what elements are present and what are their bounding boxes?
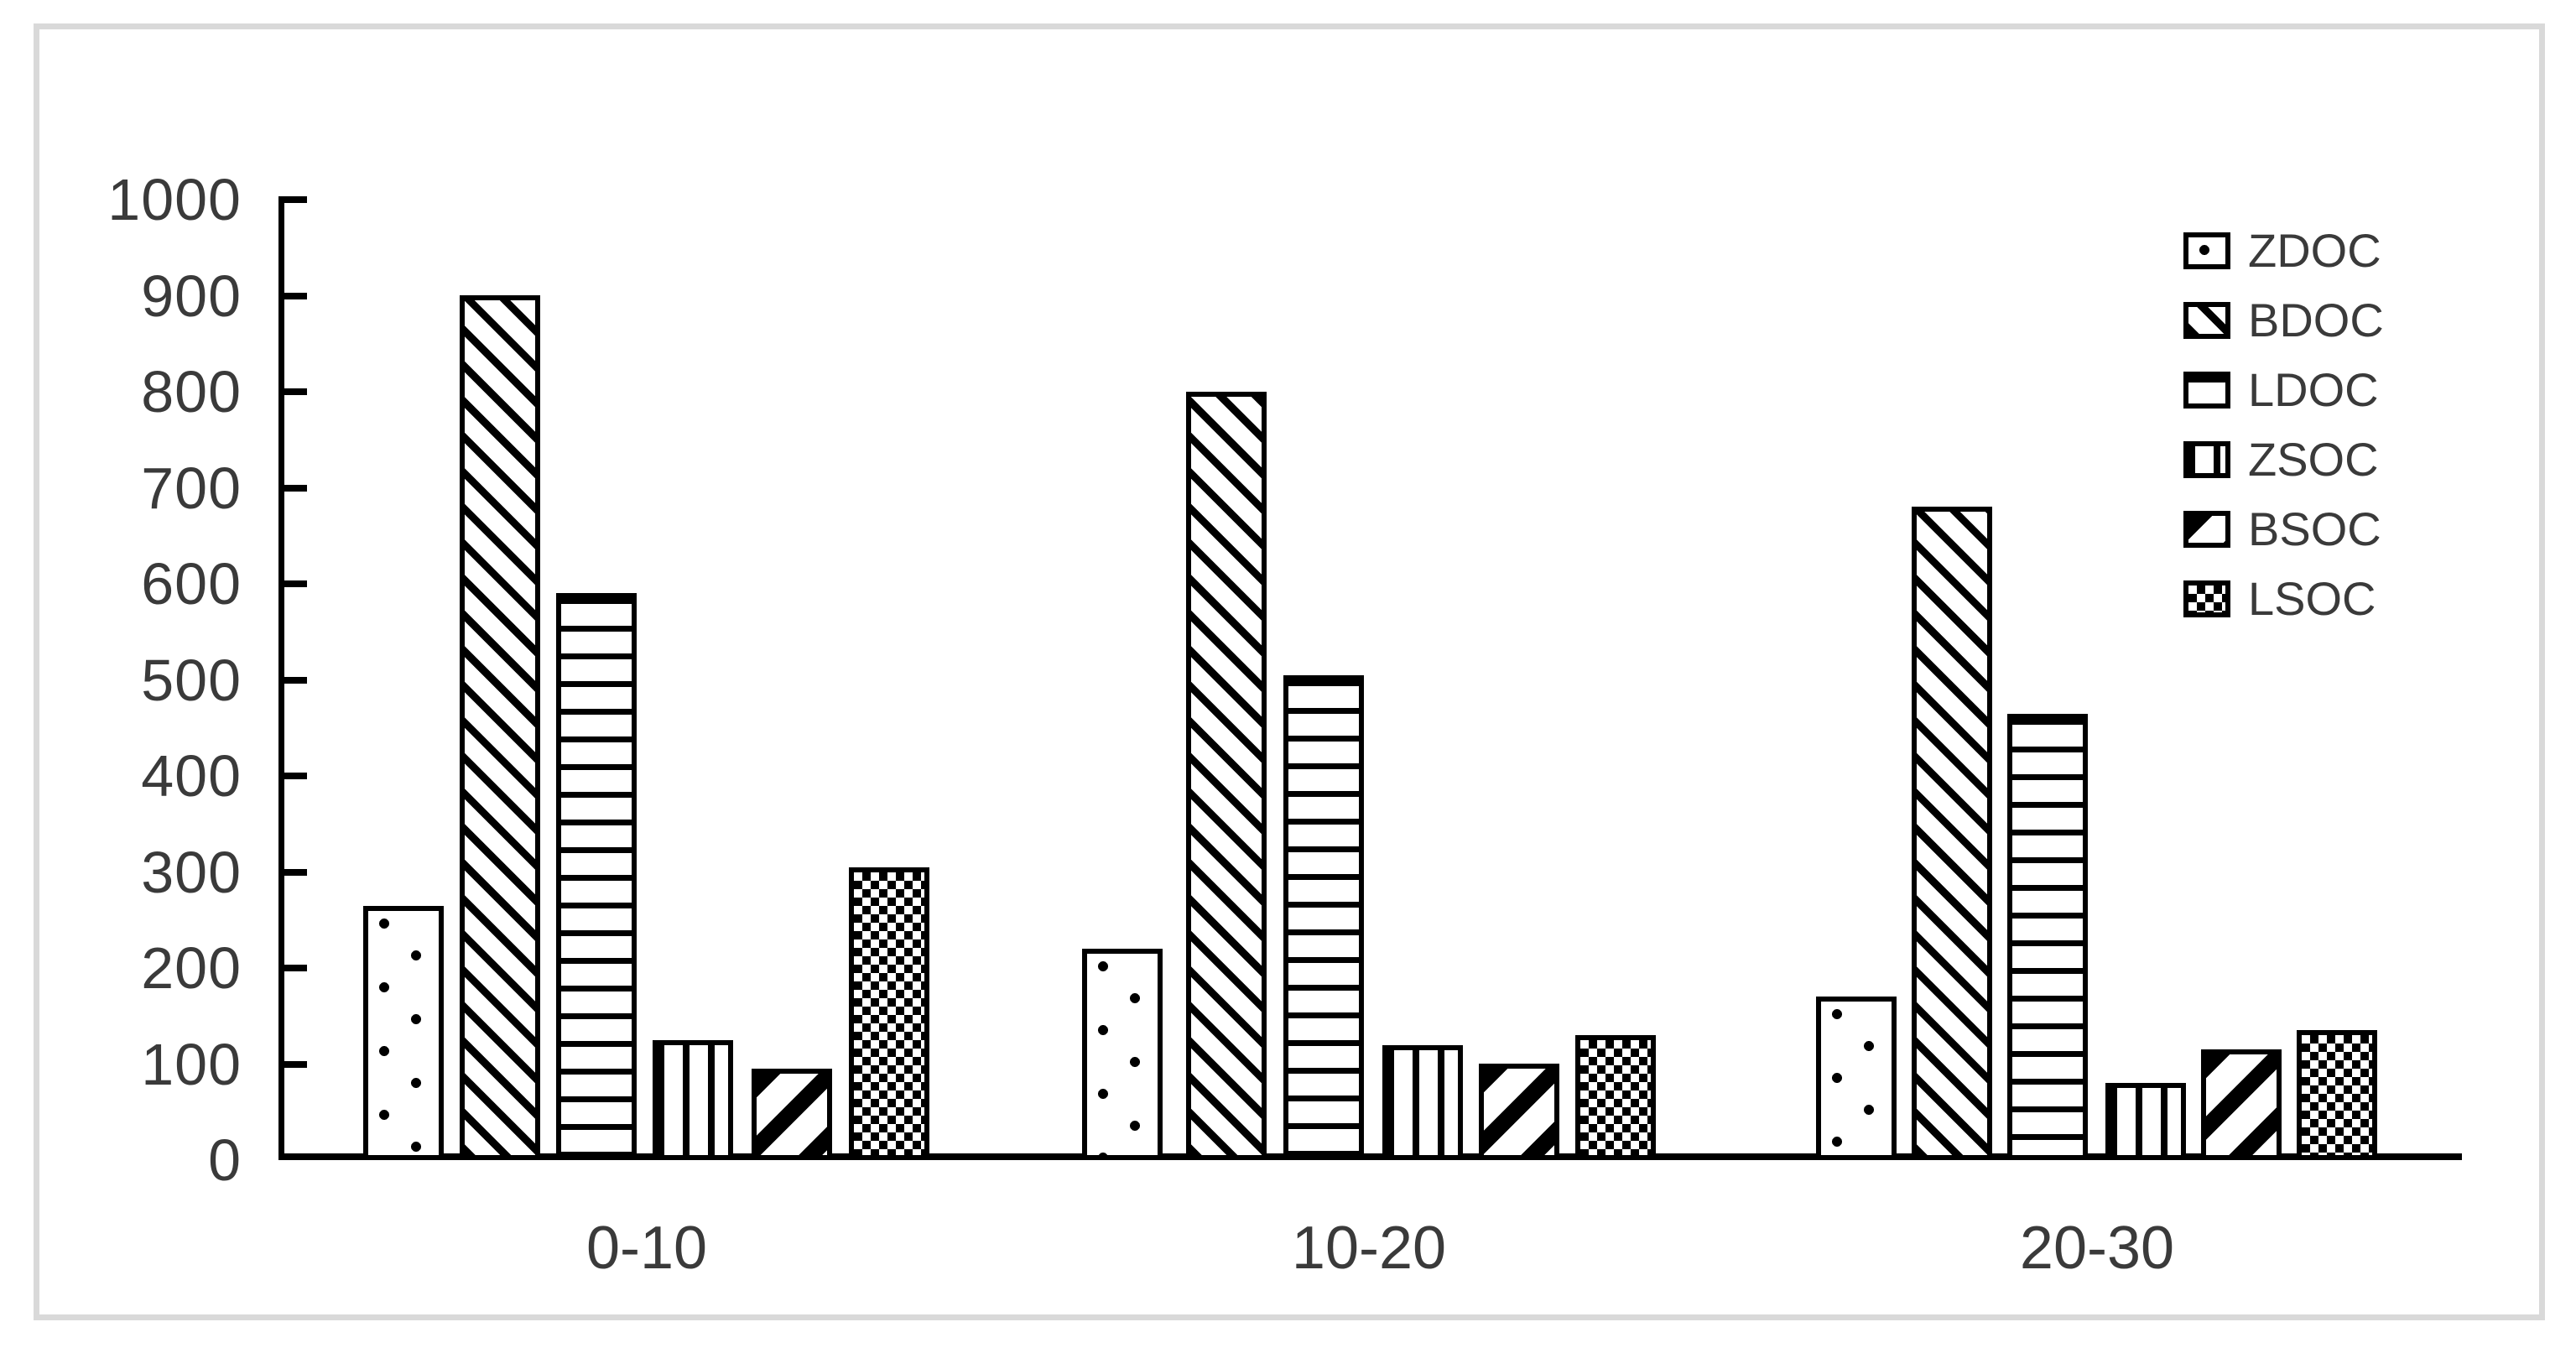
y-axis-label: 600 [141, 551, 242, 617]
bar-bsoc-0-10 [752, 1069, 832, 1160]
y-axis-label: 0 [208, 1127, 242, 1193]
legend-swatch-ldoc [2183, 372, 2230, 409]
legend-swatch-zdoc [2183, 232, 2230, 269]
legend-label: LDOC [2248, 363, 2379, 416]
legend-item-bsoc: BSOC [2183, 506, 2384, 553]
x-axis-label-20-30: 20-30 [2019, 1215, 2175, 1282]
legend-swatch-bdoc [2183, 302, 2230, 339]
bar-zdoc-20-30 [1816, 997, 1897, 1160]
x-axis-label-0-10: 0-10 [585, 1215, 708, 1282]
y-axis-label: 100 [141, 1031, 242, 1097]
bar-ldoc-10-20 [1283, 675, 1364, 1160]
bar-lsoc-20-30 [2297, 1030, 2377, 1160]
y-axis-tick [278, 388, 307, 395]
legend: ZDOC BDOC LDOC ZSOC BSOC LSOC [2183, 227, 2384, 650]
y-axis-tick [278, 965, 307, 971]
bar-zsoc-0-10 [653, 1040, 733, 1160]
bar-ldoc-20-30 [2007, 714, 2088, 1160]
legend-item-zsoc: ZSOC [2183, 436, 2384, 483]
legend-item-bdoc: BDOC [2183, 297, 2384, 344]
bar-lsoc-0-10 [849, 867, 929, 1160]
y-axis-tick [278, 580, 307, 587]
y-axis-label: 300 [141, 839, 242, 905]
y-axis-label: 400 [141, 743, 242, 809]
y-axis-tick [278, 868, 307, 876]
y-axis-label: 900 [141, 263, 242, 329]
bar-bsoc-10-20 [1479, 1064, 1559, 1160]
legend-item-zdoc: ZDOC [2183, 227, 2384, 274]
y-axis-label: 200 [141, 935, 242, 1001]
legend-label: BSOC [2248, 502, 2381, 555]
bar-zsoc-10-20 [1382, 1045, 1463, 1160]
legend-item-ldoc: LDOC [2183, 367, 2384, 414]
bar-zsoc-20-30 [2105, 1083, 2186, 1160]
bar-bdoc-0-10 [460, 295, 540, 1160]
y-axis-label: 500 [141, 647, 242, 713]
y-axis-tick [278, 1060, 307, 1068]
y-axis-tick [278, 676, 307, 684]
legend-item-lsoc: LSOC [2183, 575, 2384, 622]
legend-label: ZSOC [2248, 433, 2379, 486]
y-axis-tick [278, 292, 307, 299]
y-axis-label: 800 [141, 359, 242, 424]
bar-ldoc-0-10 [556, 593, 637, 1160]
bar-bdoc-10-20 [1186, 392, 1267, 1160]
legend-label: LSOC [2248, 572, 2376, 625]
y-axis-tick [278, 773, 307, 779]
legend-swatch-lsoc [2183, 580, 2230, 617]
bar-bdoc-20-30 [1912, 507, 1992, 1160]
bar-zdoc-10-20 [1082, 949, 1163, 1160]
y-axis-label: 1000 [107, 167, 242, 232]
bar-lsoc-10-20 [1575, 1035, 1656, 1160]
y-axis-label: 700 [141, 455, 242, 521]
legend-swatch-zsoc [2183, 441, 2230, 478]
bar-bsoc-20-30 [2201, 1049, 2282, 1160]
x-axis [278, 1153, 2462, 1160]
y-axis-tick [278, 484, 307, 492]
bar-zdoc-0-10 [363, 906, 444, 1160]
legend-swatch-bsoc [2183, 511, 2230, 548]
y-axis-tick [278, 196, 307, 203]
x-axis-label-10-20: 10-20 [1291, 1215, 1447, 1282]
legend-label: ZDOC [2248, 224, 2381, 277]
legend-label: BDOC [2248, 294, 2384, 346]
